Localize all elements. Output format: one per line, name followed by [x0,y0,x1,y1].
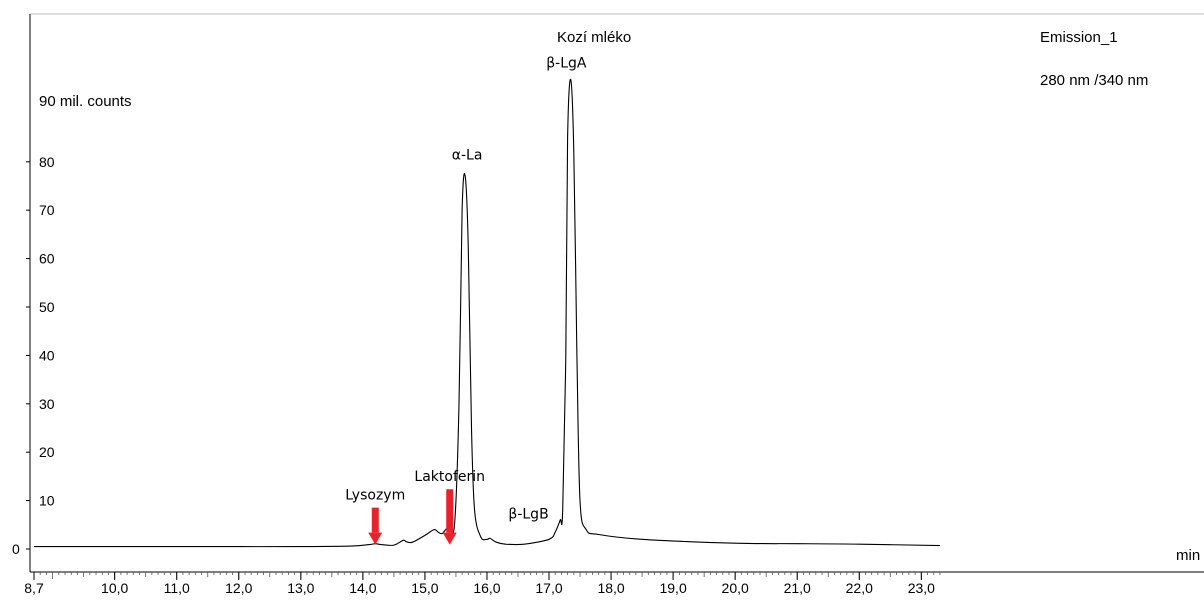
x-tick-label: 10,0 [101,580,128,596]
y-tick-label: 40 [39,347,55,363]
y-axis-label: 90 mil. counts [39,93,132,110]
annotation-layer: α-La β-LgA β-LgB Lysozym Laktoferin [345,55,587,545]
x-tick-label: 8,7 [24,580,44,596]
x-tick-label: 13,0 [287,580,314,596]
red-arrow-shaft [446,489,454,533]
x-tick-label: 12,0 [225,580,252,596]
y-tick-label: 80 [39,154,55,170]
y-tick-label: 50 [39,299,55,315]
x-tick-label: 11,0 [164,580,190,596]
red-arrow-head [368,532,383,545]
y-tick-label: 60 [39,251,55,267]
y-tick-label: 10 [39,493,55,509]
x-tick-label: 20,0 [722,580,749,596]
chromatogram-trace [33,78,940,548]
plot-frame [29,13,1204,573]
y-tick-label: 30 [39,396,55,412]
wavelength-label: 280 nm /340 nm [1040,72,1148,89]
peak-label-la: α-La [452,147,483,163]
x-tick-label: 15,0 [411,580,438,596]
y-tick-label: 70 [39,202,55,218]
x-tick-label: 19,0 [659,580,686,596]
y-tick-label: 20 [39,444,55,460]
peak-label-lgb: β-LgB [508,507,548,523]
red-arrow-head [442,532,457,545]
channel-label: Emission_1 [1040,29,1118,46]
peak-label-lysozym: Lysozym [345,488,405,504]
y-axis: 0 10 20 30 40 50 60 70 80 [12,154,55,557]
x-tick-label: 16,0 [473,580,500,596]
peak-label-lga: β-LgA [546,55,587,71]
x-axis-unit: min [1176,547,1200,564]
x-tick-label: 14,0 [349,580,376,596]
x-tick-label: 22,0 [846,580,873,596]
x-tick-label: 23,0 [908,580,935,596]
red-arrow-shaft [371,507,379,533]
x-tick-label: 17,0 [535,580,562,596]
x-tick-label: 21,0 [784,580,811,596]
peak-label-laktoferin: Laktoferin [414,469,485,485]
x-axis: 8,7 10,0 11,0 12,0 13,0 14,0 15,0 16,0 17,0 18,0 1… [24,572,941,596]
y-tick-label: 0 [12,541,20,557]
series-layer [33,78,940,548]
x-tick-label: 18,0 [597,580,624,596]
chart-title: Kozí mléko [557,29,631,46]
